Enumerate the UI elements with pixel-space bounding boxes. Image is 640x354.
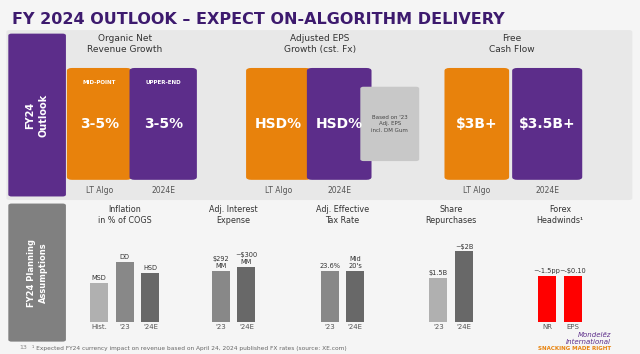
Text: ¹ Expected FY24 currency impact on revenue based on April 24, 2024 published FX : ¹ Expected FY24 currency impact on reven…: [32, 345, 347, 350]
Text: FY24
Outlook: FY24 Outlook: [26, 93, 49, 137]
Bar: [116, 262, 134, 322]
Text: ~-1.5pp: ~-1.5pp: [534, 268, 561, 274]
Text: ~$300
MM: ~$300 MM: [236, 252, 257, 265]
Text: Adjusted EPS
Growth (cst. Fx): Adjusted EPS Growth (cst. Fx): [284, 34, 356, 54]
Text: Mondelēz
International: Mondelēz International: [566, 332, 611, 345]
Text: Mid
20's: Mid 20's: [348, 256, 362, 269]
FancyBboxPatch shape: [129, 68, 197, 180]
FancyBboxPatch shape: [512, 68, 582, 180]
Bar: [346, 271, 364, 322]
Text: $3B+: $3B+: [456, 117, 498, 131]
Text: Forex
Headwinds¹: Forex Headwinds¹: [536, 205, 584, 225]
Text: '24E: '24E: [348, 324, 363, 330]
Text: LT Algo: LT Algo: [86, 186, 113, 195]
Text: 23.6%: 23.6%: [319, 263, 340, 269]
Bar: [538, 276, 556, 322]
Bar: [455, 251, 473, 322]
Bar: [212, 271, 230, 322]
Bar: [564, 276, 582, 322]
Text: 2024E: 2024E: [535, 186, 559, 195]
Text: Adj. Effective
Tax Rate: Adj. Effective Tax Rate: [316, 205, 369, 225]
Text: 2024E: 2024E: [151, 186, 175, 195]
Text: Share
Repurchases: Share Repurchases: [426, 205, 477, 225]
Bar: [141, 273, 159, 322]
Text: HSD%: HSD%: [255, 117, 302, 131]
Text: SNACKING MADE RIGHT: SNACKING MADE RIGHT: [538, 346, 611, 351]
Bar: [321, 271, 339, 322]
FancyBboxPatch shape: [246, 68, 311, 180]
Text: '23: '23: [324, 324, 335, 330]
Text: '24E: '24E: [239, 324, 254, 330]
Text: Inflation
in % of COGS: Inflation in % of COGS: [98, 205, 152, 225]
Text: '24E: '24E: [143, 324, 158, 330]
FancyBboxPatch shape: [8, 34, 66, 196]
Text: ~-$0.10: ~-$0.10: [559, 268, 586, 274]
Text: '23: '23: [120, 324, 130, 330]
Text: 13: 13: [19, 345, 27, 350]
Text: EPS: EPS: [566, 324, 579, 330]
Text: FY 2024 OUTLOOK – EXPECT ON-ALGORITHM DELIVERY: FY 2024 OUTLOOK – EXPECT ON-ALGORITHM DE…: [12, 12, 504, 27]
Text: '23: '23: [216, 324, 226, 330]
FancyBboxPatch shape: [6, 30, 632, 200]
Text: LT Algo: LT Algo: [265, 186, 292, 195]
Text: Free
Cash Flow: Free Cash Flow: [489, 34, 535, 54]
Text: Adj. Interest
Expense: Adj. Interest Expense: [209, 205, 258, 225]
Text: $3.5B+: $3.5B+: [519, 117, 575, 131]
Bar: [237, 267, 255, 322]
Text: LT Algo: LT Algo: [463, 186, 490, 195]
Text: Based on '23
Adj. EPS
incl. DM Gum: Based on '23 Adj. EPS incl. DM Gum: [371, 115, 408, 133]
Text: '24E: '24E: [456, 324, 472, 330]
Text: HSD: HSD: [143, 265, 157, 271]
Text: Hist.: Hist.: [92, 324, 107, 330]
Bar: [90, 283, 108, 322]
Text: '23: '23: [433, 324, 444, 330]
Text: HSD%: HSD%: [316, 117, 363, 131]
Text: 3-5%: 3-5%: [143, 117, 183, 131]
FancyBboxPatch shape: [6, 200, 632, 345]
Text: $1.5B: $1.5B: [429, 270, 448, 276]
Bar: [429, 278, 447, 322]
FancyBboxPatch shape: [307, 68, 371, 180]
FancyBboxPatch shape: [360, 87, 419, 161]
Text: 3-5%: 3-5%: [79, 117, 119, 131]
Text: $292
MM: $292 MM: [212, 256, 229, 269]
Text: MID-POINT: MID-POINT: [83, 80, 116, 85]
Text: 2024E: 2024E: [327, 186, 351, 195]
FancyBboxPatch shape: [8, 204, 66, 342]
FancyBboxPatch shape: [67, 68, 132, 180]
Text: NR: NR: [542, 324, 552, 330]
Text: Organic Net
Revenue Growth: Organic Net Revenue Growth: [87, 34, 163, 54]
Text: DD: DD: [120, 254, 130, 260]
FancyBboxPatch shape: [445, 68, 509, 180]
Text: MSD: MSD: [92, 275, 107, 281]
Text: FY24 Planning
Assumptions: FY24 Planning Assumptions: [27, 239, 47, 307]
Text: ~$2B: ~$2B: [455, 244, 473, 250]
Text: UPPER-END: UPPER-END: [145, 80, 181, 85]
